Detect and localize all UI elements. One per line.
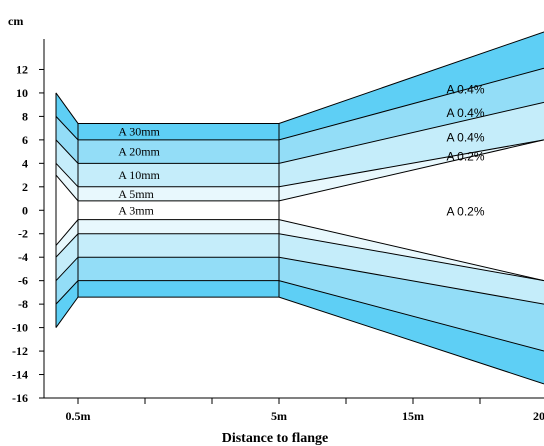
band-1 <box>56 68 544 164</box>
zone-label-1: A 20mm <box>118 145 160 159</box>
y-tick-label-5: -6 <box>18 274 28 288</box>
band-3 <box>56 139 544 201</box>
zone-label-0: A 30mm <box>118 125 160 139</box>
zone-label-4: A 3mm <box>118 203 154 217</box>
boundary-lines-layer <box>55 31 544 385</box>
y-tick-label-3: -10 <box>12 321 28 335</box>
annotation-4: A 0.2% <box>447 204 485 218</box>
band-7 <box>56 257 544 352</box>
annotation-3: A 0.2% <box>447 149 485 163</box>
y-tick-label-10: 4 <box>22 156 28 170</box>
y-axis-title: cm <box>8 14 23 28</box>
boundary-line-7 <box>55 256 544 305</box>
y-tick-label-13: 10 <box>16 86 28 100</box>
y-tick-label-7: -2 <box>18 227 28 241</box>
boundary-line-3 <box>55 139 544 188</box>
boundary-line-1 <box>55 67 544 141</box>
y-tick-label-12: 8 <box>22 109 28 123</box>
x-axis: 0.5m 5m 15m 20m <box>44 397 544 423</box>
annotation-1: A 0.4% <box>447 106 485 120</box>
y-tick-label-8: 0 <box>22 203 28 217</box>
y-tick-label-6: -4 <box>18 250 28 264</box>
boundary-line-0 <box>55 31 544 124</box>
x-tick-label-1: 5m <box>271 409 287 423</box>
band-2 <box>56 102 544 187</box>
band-8 <box>56 280 544 384</box>
y-tick-label-1: -14 <box>12 368 28 382</box>
y-tick-label-0: -16 <box>12 391 28 405</box>
y-tick-label-11: 6 <box>22 133 28 147</box>
zone-labels: A 30mm A 20mm A 10mm A 5mm A 3mm <box>118 125 160 218</box>
y-tick-label-9: 2 <box>22 180 28 194</box>
zone-label-3: A 5mm <box>118 187 154 201</box>
annotation-2: A 0.4% <box>447 131 485 145</box>
band-6 <box>56 233 544 305</box>
x-axis-title: Distance to flange <box>222 431 329 446</box>
band-4 <box>56 139 544 281</box>
bands-layer <box>56 31 544 384</box>
band-5 <box>56 219 544 281</box>
boundary-line-9 <box>55 296 544 385</box>
zone-label-2: A 10mm <box>118 168 160 182</box>
y-tick-label-14: 12 <box>16 62 28 76</box>
y-tick-label-4: -8 <box>18 297 28 311</box>
boundary-line-4 <box>55 139 544 202</box>
y-axis: -16 -14 -12 -10 -8 -6 -4 -2 0 2 4 6 8 10 12 <box>12 39 45 405</box>
boundary-line-5 <box>55 219 544 282</box>
boundary-line-6 <box>55 233 544 282</box>
boundary-line-2 <box>55 101 544 164</box>
x-tick-label-3: 20m <box>533 409 544 423</box>
annotations: A 0.4% A 0.4% A 0.4% A 0.2% A 0.2% <box>447 82 485 218</box>
band-0 <box>56 31 544 140</box>
annotation-0: A 0.4% <box>447 82 485 96</box>
boundary-line-8 <box>55 280 544 352</box>
x-tick-label-0: 0.5m <box>66 409 91 423</box>
x-tick-label-2: 15m <box>402 409 424 423</box>
y-tick-label-2: -12 <box>12 344 28 358</box>
